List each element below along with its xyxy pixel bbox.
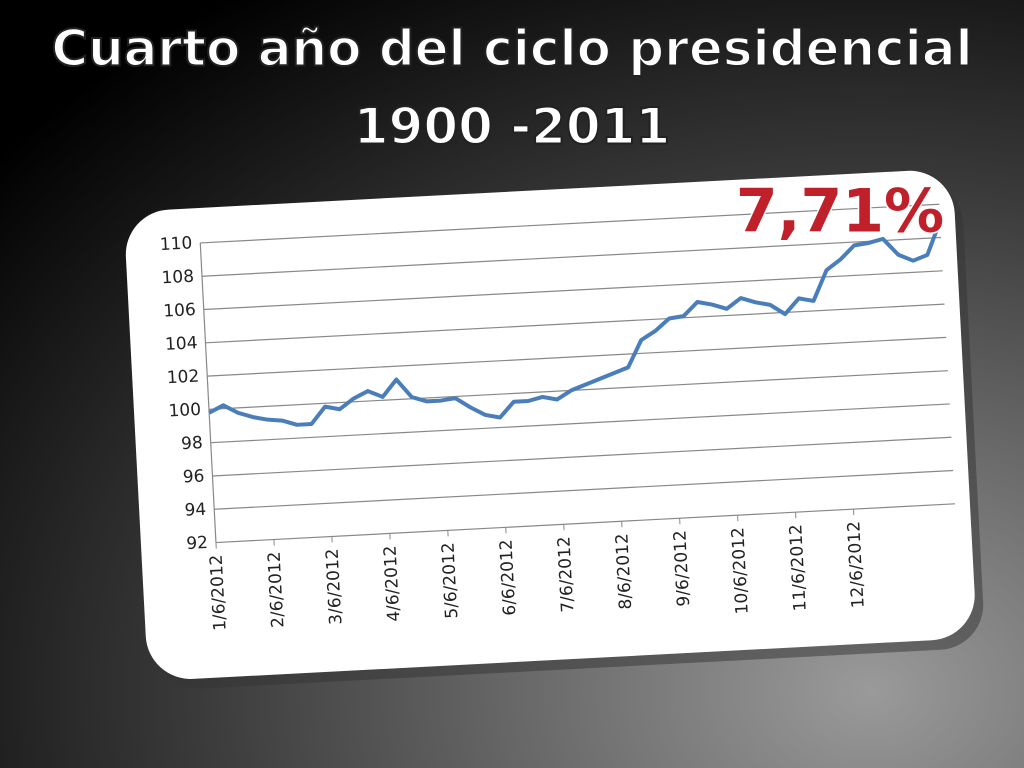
y-tick-label: 104 xyxy=(165,333,198,355)
y-tick-label: 100 xyxy=(168,400,201,422)
y-tick-label: 92 xyxy=(186,533,209,554)
x-tick-label: 12/6/2012 xyxy=(844,521,869,609)
x-tick-label: 9/6/2012 xyxy=(670,530,694,607)
x-tick-label: 4/6/2012 xyxy=(380,545,404,622)
x-tick-label: 5/6/2012 xyxy=(438,542,462,619)
grid-line xyxy=(205,303,945,344)
y-tick-label: 108 xyxy=(161,267,194,289)
grid-line xyxy=(201,236,942,277)
annotation: 7,71% xyxy=(736,177,944,247)
grid-line xyxy=(207,336,947,377)
chart-card: 92 94 96 98 100 102 104 106 108 110 1/6/2012 2/6/20… xyxy=(125,170,984,689)
x-tick-label: 3/6/2012 xyxy=(323,548,347,625)
y-tick-label: 102 xyxy=(166,367,199,389)
title: Cuarto año del ciclo presidencial xyxy=(51,20,972,78)
x-tick-label: 1/6/2012 xyxy=(207,554,231,631)
grid-line xyxy=(200,203,940,244)
subtitle: 1900 -2011 xyxy=(354,98,670,156)
x-tick-label: 10/6/2012 xyxy=(728,527,753,615)
x-tick-label: 6/6/2012 xyxy=(496,539,520,616)
y-axis xyxy=(199,242,217,543)
grid-line xyxy=(212,436,952,477)
x-tick-label: 8/6/2012 xyxy=(612,533,636,610)
grid-line xyxy=(214,469,954,510)
data-line xyxy=(208,220,942,427)
grid-line xyxy=(208,370,948,410)
grid-line xyxy=(203,270,943,311)
y-tick-label: 106 xyxy=(163,300,196,322)
grid-line xyxy=(210,403,950,444)
x-tick-label: 7/6/2012 xyxy=(554,536,578,613)
y-tick-label: 94 xyxy=(184,500,207,521)
x-tick-label: 2/6/2012 xyxy=(265,551,289,628)
y-tick-label: 110 xyxy=(159,233,192,255)
y-tick-label: 96 xyxy=(182,466,205,487)
grid-line xyxy=(215,503,955,544)
y-tick-label: 98 xyxy=(181,433,204,454)
x-tick-label: 11/6/2012 xyxy=(786,524,811,612)
